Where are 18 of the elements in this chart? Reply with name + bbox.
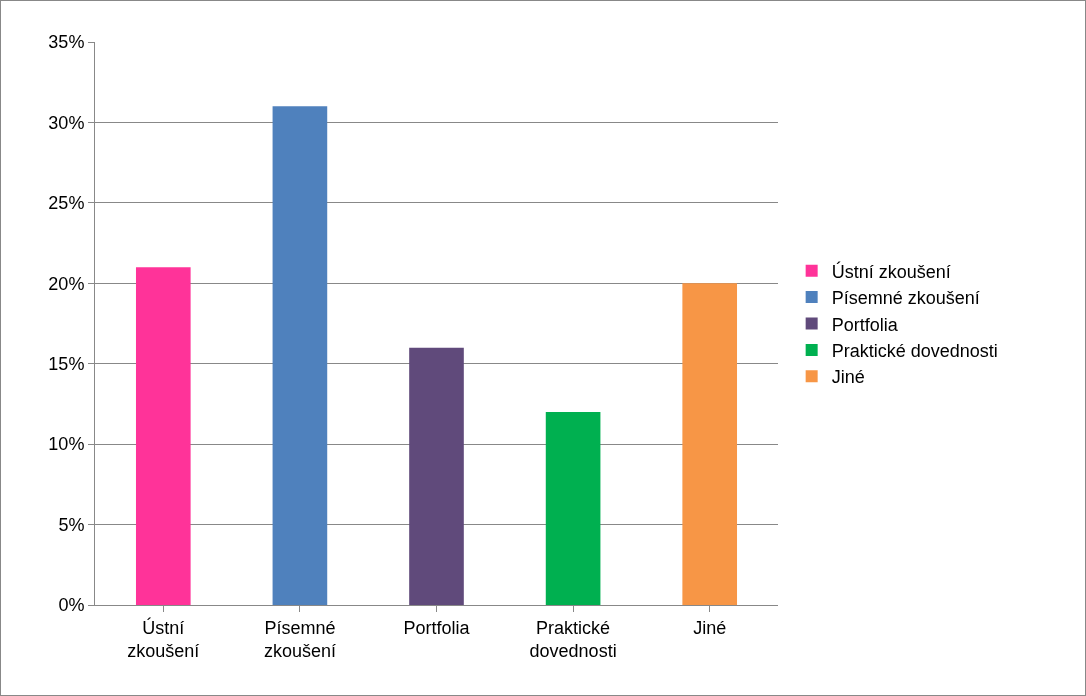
y-tick-label: 30% <box>48 112 85 133</box>
x-tick-label: Ústní zkoušení <box>127 616 200 661</box>
y-tick-label: 25% <box>48 193 85 214</box>
y-tick-label: 0% <box>58 595 85 616</box>
x-tick-label: Jiné <box>693 617 727 638</box>
y-tick-label: 5% <box>58 514 85 535</box>
x-tick-label: Písemné zkoušení <box>263 617 336 661</box>
legend-label: Praktické dovednosti <box>831 340 998 361</box>
legend-label: Jiné <box>831 367 865 388</box>
y-tick-label: 15% <box>48 354 85 375</box>
y-tick-label: 35% <box>48 32 85 53</box>
legend-label: Ústní zkoušení <box>831 260 951 282</box>
y-tick-label: 10% <box>48 434 85 455</box>
y-tick-label: 20% <box>48 273 85 294</box>
legend-label: Portfolia <box>831 314 899 335</box>
x-tick-label: Praktické dovednosti <box>529 617 617 661</box>
x-tick-label: Portfolia <box>403 617 471 638</box>
legend-label: Písemné zkoušení <box>831 288 980 309</box>
